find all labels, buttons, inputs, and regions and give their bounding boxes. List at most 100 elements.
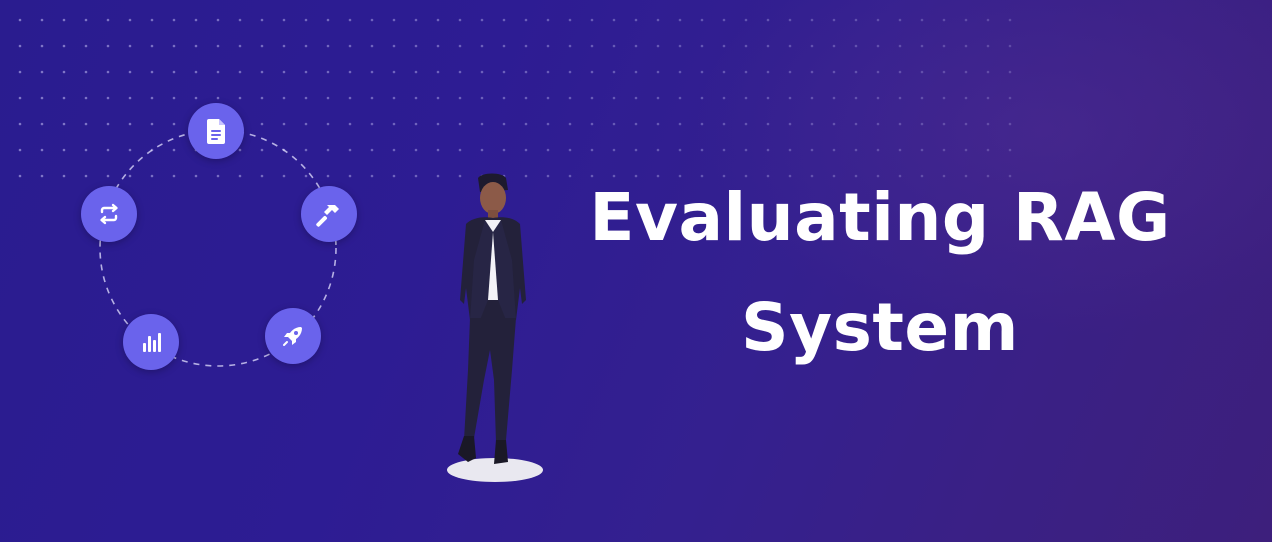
grid-dot <box>238 148 242 152</box>
grid-dot <box>480 122 484 126</box>
grid-dot <box>986 96 990 100</box>
grid-dot <box>524 44 528 48</box>
grid-dot <box>128 122 132 126</box>
grid-dot <box>502 44 506 48</box>
grid-dot <box>920 148 924 152</box>
grid-dot <box>832 174 836 178</box>
grid-dot <box>546 70 550 74</box>
grid-dot <box>700 96 704 100</box>
grid-dot <box>414 70 418 74</box>
grid-dot <box>260 44 264 48</box>
grid-dot <box>84 44 88 48</box>
grid-dot <box>788 148 792 152</box>
grid-dot <box>942 96 946 100</box>
grid-dot <box>238 96 242 100</box>
grid-dot <box>942 44 946 48</box>
grid-dot <box>568 122 572 126</box>
grid-dot <box>876 122 880 126</box>
grid-dot <box>568 148 572 152</box>
grid-dot <box>62 122 66 126</box>
grid-dot <box>128 44 132 48</box>
grid-dot <box>436 96 440 100</box>
grid-dot <box>84 122 88 126</box>
grid-dot <box>282 70 286 74</box>
grid-dot <box>370 122 374 126</box>
grid-dot <box>414 122 418 126</box>
grid-dot <box>854 174 858 178</box>
grid-dot <box>62 174 66 178</box>
grid-dot <box>128 70 132 74</box>
grid-dot <box>128 174 132 178</box>
grid-dot <box>590 174 594 178</box>
grid-dot <box>282 174 286 178</box>
grid-dot <box>920 18 924 22</box>
title-line-1: Evaluating RAG <box>589 179 1171 256</box>
grid-dot <box>238 70 242 74</box>
grid-dot <box>392 70 396 74</box>
grid-dot <box>304 96 308 100</box>
grid-dot <box>722 174 726 178</box>
grid-dot <box>40 174 44 178</box>
grid-dot <box>722 70 726 74</box>
grid-dot <box>678 174 682 178</box>
grid-dot <box>216 96 220 100</box>
grid-dot <box>942 122 946 126</box>
grid-dot <box>392 44 396 48</box>
grid-dot <box>986 44 990 48</box>
grid-dot <box>810 44 814 48</box>
grid-dot <box>1008 96 1012 100</box>
grid-dot <box>744 18 748 22</box>
grid-dot <box>524 148 528 152</box>
grid-dot <box>18 96 22 100</box>
grid-dot <box>612 96 616 100</box>
grid-dot <box>744 148 748 152</box>
grid-dot <box>282 44 286 48</box>
grid-dot <box>18 174 22 178</box>
grid-dot <box>172 96 176 100</box>
grid-dot <box>84 174 88 178</box>
grid-dot <box>106 96 110 100</box>
grid-dot <box>40 18 44 22</box>
grid-dot <box>700 18 704 22</box>
grid-dot <box>458 174 462 178</box>
grid-dot <box>260 148 264 152</box>
grid-dot <box>612 122 616 126</box>
grid-dot <box>18 148 22 152</box>
grid-dot <box>788 96 792 100</box>
grid-dot <box>524 96 528 100</box>
grid-dot <box>128 18 132 22</box>
grid-dot <box>612 148 616 152</box>
grid-dot <box>810 96 814 100</box>
title-line-2: System <box>741 289 1019 366</box>
grid-dot <box>40 122 44 126</box>
grid-dot <box>392 122 396 126</box>
grid-dot <box>18 18 22 22</box>
grid-dot <box>216 44 220 48</box>
grid-dot <box>502 70 506 74</box>
grid-dot <box>1008 18 1012 22</box>
grid-dot <box>84 96 88 100</box>
grid-dot <box>304 174 308 178</box>
bar-chart-icon <box>123 314 179 370</box>
grid-dot <box>876 70 880 74</box>
grid-dot <box>436 148 440 152</box>
grid-dot <box>326 174 330 178</box>
grid-dot <box>282 18 286 22</box>
grid-dot <box>656 70 660 74</box>
grid-dot <box>920 174 924 178</box>
grid-dot <box>920 122 924 126</box>
grid-dot <box>392 148 396 152</box>
grid-dot <box>238 44 242 48</box>
grid-dot <box>524 174 528 178</box>
grid-dot <box>766 44 770 48</box>
process-cycle-ring <box>99 129 337 367</box>
grid-dot <box>304 44 308 48</box>
grid-dot <box>876 96 880 100</box>
grid-dot <box>876 174 880 178</box>
grid-dot <box>788 122 792 126</box>
grid-dot <box>810 122 814 126</box>
grid-dot <box>766 70 770 74</box>
grid-dot <box>810 148 814 152</box>
grid-dot <box>612 70 616 74</box>
grid-dot <box>304 122 308 126</box>
